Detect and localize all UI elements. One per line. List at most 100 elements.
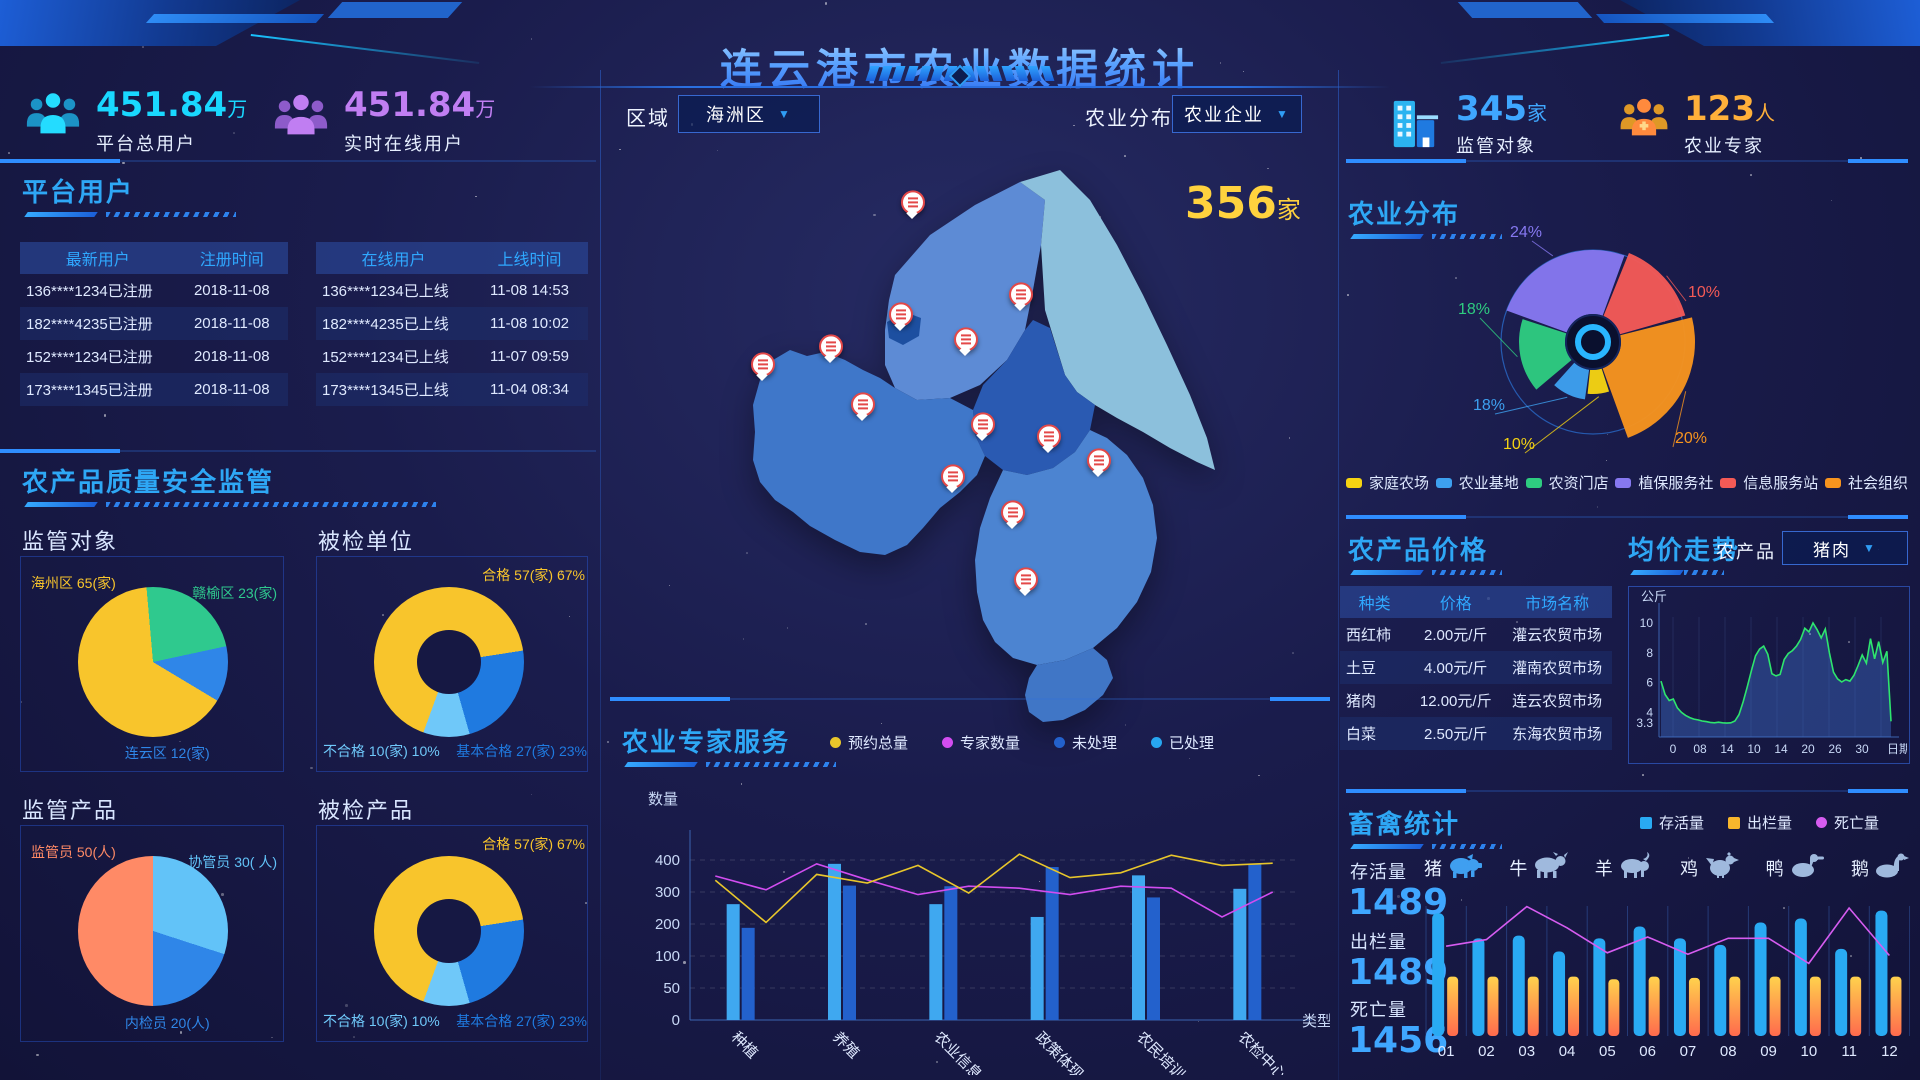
svg-text:10: 10 — [1640, 616, 1654, 630]
legend-item[interactable]: 未处理 — [1054, 732, 1117, 753]
legend-label: 预约总量 — [848, 732, 908, 753]
supervised-count-stat: 345家 — [1456, 92, 1547, 130]
svg-text:20: 20 — [1801, 742, 1815, 756]
legend-item[interactable]: 农资门店 — [1526, 472, 1609, 493]
animal-tab-鸭[interactable]: 鸭 — [1766, 852, 1825, 884]
svg-text:3.3: 3.3 — [1636, 716, 1653, 730]
map-pin[interactable] — [819, 334, 841, 364]
distribution-select-value: 农业企业 — [1184, 101, 1264, 127]
map-pin[interactable] — [1014, 567, 1036, 597]
svg-text:18%: 18% — [1458, 301, 1490, 318]
chart-subtitle: 监管产品 — [22, 793, 118, 825]
expert-service-title: 农业专家服务 — [622, 722, 790, 759]
product-select-label: 农产品 — [1716, 538, 1776, 564]
map-pin[interactable] — [1001, 500, 1023, 530]
legend-item[interactable]: 家庭农场 — [1346, 472, 1429, 493]
online-users-table: 在线用户 上线时间 136****1234已上线 11-08 14:53 182****… — [316, 242, 588, 406]
map-pin[interactable] — [751, 352, 773, 382]
table-row: 136****1234已注册 2018-11-08 — [20, 274, 288, 307]
distribution-select[interactable]: 农业企业 ▼ — [1172, 95, 1302, 133]
svg-text:10: 10 — [1801, 1043, 1818, 1060]
svg-text:04: 04 — [1559, 1043, 1576, 1060]
animal-tab-鹅[interactable]: 鹅 — [1851, 852, 1910, 884]
pie-chart — [374, 587, 524, 737]
svg-text:18%: 18% — [1473, 397, 1505, 414]
animal-tab-鸡[interactable]: 鸡 — [1680, 852, 1739, 884]
animal-tab-羊[interactable]: 羊 — [1595, 852, 1654, 884]
map-pin[interactable] — [901, 190, 923, 220]
legend-item[interactable]: 预约总量 — [830, 732, 908, 753]
table-header-row: 在线用户 上线时间 — [316, 242, 588, 274]
region-select[interactable]: 海洲区 ▼ — [678, 95, 820, 133]
legend-label: 植保服务社 — [1638, 472, 1713, 493]
legend-item[interactable]: 农业基地 — [1436, 472, 1519, 493]
column-divider — [600, 70, 601, 1080]
svg-text:类型: 类型 — [1302, 1013, 1330, 1030]
svg-text:01: 01 — [1438, 1043, 1455, 1060]
slice-label: 连云区 12(家) — [125, 743, 210, 763]
legend-item[interactable]: 专家数量 — [942, 732, 1020, 753]
table-cell: 2018-11-08 — [176, 282, 288, 299]
supervision-title: 农产品质量安全监管 — [22, 462, 274, 499]
slice-label: 海州区 65(家) — [31, 573, 116, 593]
expert-count-stat: 123人 — [1684, 92, 1775, 130]
legend-swatch — [830, 737, 841, 748]
table-row: 182****4235已上线 11-08 10:02 — [316, 307, 588, 340]
table-cell: 182****4235已上线 — [316, 313, 471, 334]
table-cell: 173****1345已上线 — [316, 379, 471, 400]
svg-text:08: 08 — [1720, 1043, 1737, 1060]
map-pin[interactable] — [1037, 424, 1059, 454]
distribution-rose-chart: 10%18%18%24%10%20% — [1443, 192, 1743, 492]
table-row: 182****4235已注册 2018-11-08 — [20, 307, 288, 340]
title-underline-decoration — [22, 212, 252, 217]
svg-text:30: 30 — [1855, 742, 1869, 756]
legend-swatch — [1816, 817, 1827, 828]
chevron-down-icon: ▼ — [1863, 541, 1877, 555]
slice-label: 协管员 30( 人) — [188, 852, 277, 872]
map-pin[interactable] — [971, 412, 993, 442]
column-header: 注册时间 — [176, 246, 288, 270]
slaughtered-label: 出栏量 — [1350, 928, 1407, 954]
map-pin[interactable] — [941, 464, 963, 494]
legend-item[interactable]: 出栏量 — [1728, 812, 1792, 833]
animal-icon — [1789, 852, 1825, 884]
experts-icon — [1618, 92, 1670, 152]
table-row: 土豆 4.00元/斤 灌南农贸市场 — [1340, 651, 1612, 684]
svg-text:24%: 24% — [1510, 224, 1542, 241]
corner-accent — [268, 556, 284, 572]
legend-item[interactable]: 已处理 — [1151, 732, 1214, 753]
legend-item[interactable]: 死亡量 — [1816, 812, 1879, 833]
inspected-units-donut-panel: 合格 57(家) 67% 基本合格 27(家) 23% 不合格 10(家) 10% — [316, 556, 588, 772]
legend-item[interactable]: 信息服务站 — [1720, 472, 1818, 493]
table-cell: 11-04 08:34 — [471, 381, 588, 398]
pie-chart — [78, 856, 228, 1006]
legend-swatch — [1436, 478, 1452, 488]
animal-tab-牛[interactable]: 牛 — [1509, 852, 1568, 884]
legend-label: 存活量 — [1659, 812, 1704, 833]
building-icon — [1388, 96, 1440, 152]
product-select[interactable]: 猪肉 ▼ — [1782, 531, 1908, 565]
map-pin[interactable] — [889, 302, 911, 332]
map-pin[interactable] — [1009, 282, 1031, 312]
svg-text:农业信息: 农业信息 — [931, 1029, 985, 1075]
map-pin[interactable] — [851, 392, 873, 422]
section-divider — [0, 450, 596, 452]
legend-swatch — [1526, 478, 1542, 488]
map-pin[interactable] — [1087, 448, 1109, 478]
legend-item[interactable]: 存活量 — [1640, 812, 1704, 833]
table-row: 152****1234已上线 11-07 09:59 — [316, 340, 588, 373]
column-header: 种类 — [1340, 590, 1409, 614]
svg-text:公斤: 公斤 — [1641, 589, 1667, 604]
animal-tab-猪[interactable]: 猪 — [1424, 852, 1483, 884]
legend-swatch — [942, 737, 953, 748]
table-cell: 4.00元/斤 — [1409, 657, 1502, 678]
platform-users-title: 平台用户 — [22, 172, 134, 209]
legend-item[interactable]: 社会组织 — [1825, 472, 1908, 493]
svg-text:14: 14 — [1720, 742, 1734, 756]
animal-icon — [1618, 852, 1654, 884]
column-divider — [1338, 70, 1339, 1080]
legend-item[interactable]: 植保服务社 — [1615, 472, 1713, 493]
table-row: 136****1234已上线 11-08 14:53 — [316, 274, 588, 307]
map-pin[interactable] — [954, 327, 976, 357]
title-underline-decoration — [22, 502, 442, 507]
